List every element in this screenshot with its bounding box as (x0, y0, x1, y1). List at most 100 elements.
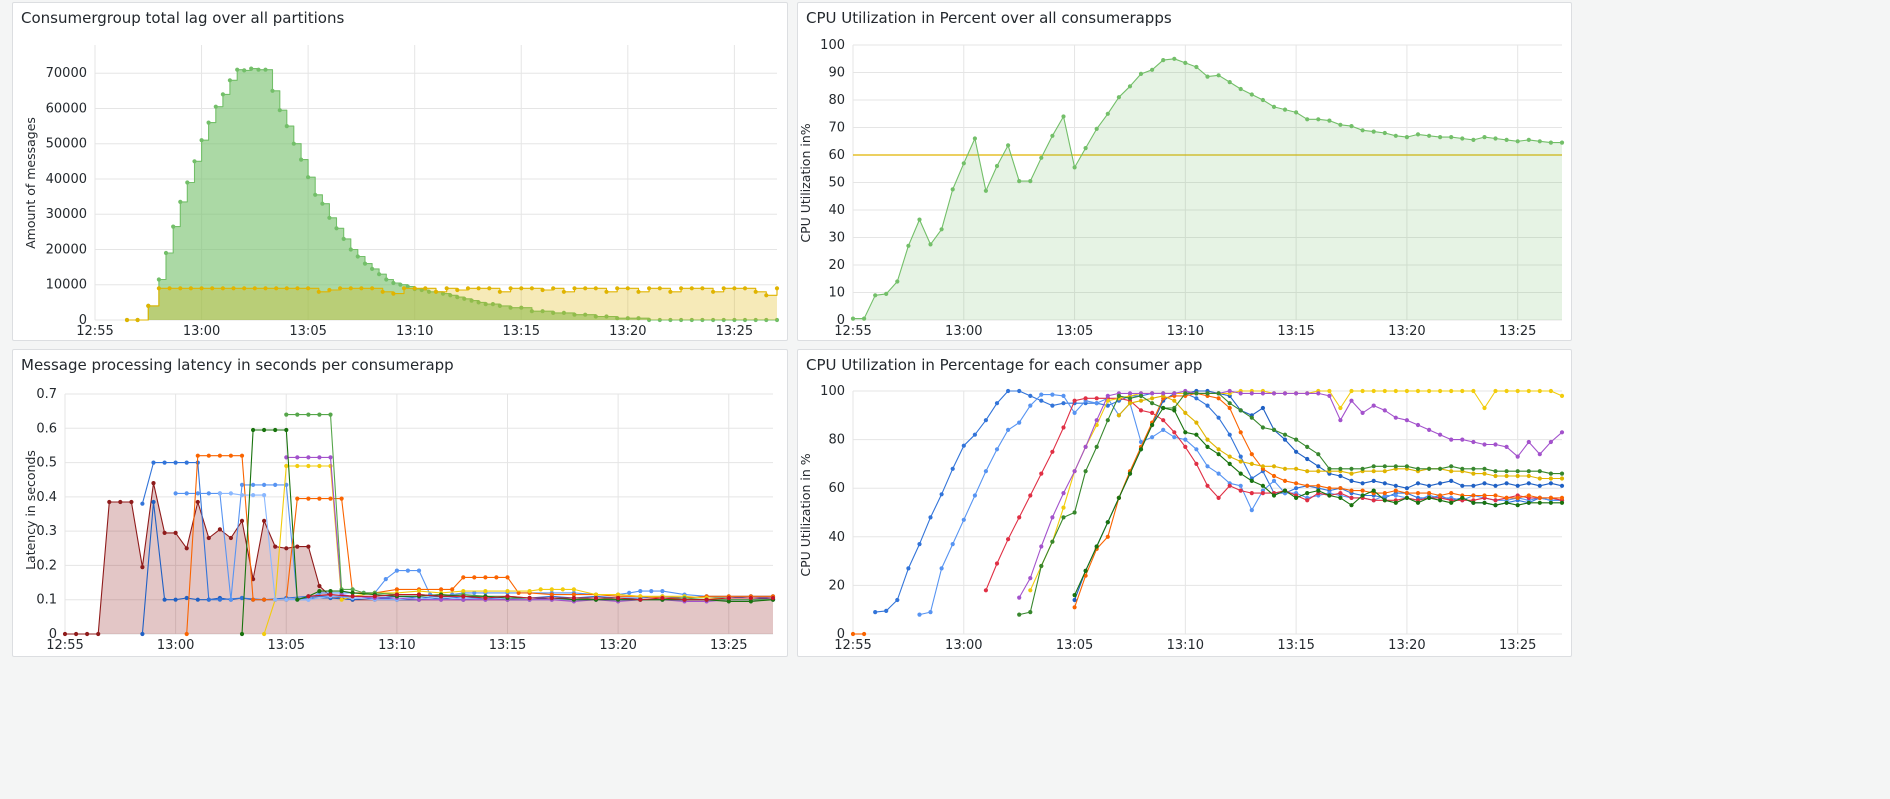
data-point (1460, 495, 1465, 500)
data-point (327, 287, 332, 293)
data-point (1460, 136, 1465, 141)
data-point (320, 201, 325, 206)
data-point (1427, 133, 1432, 138)
panel-title[interactable]: Consumergroup total lag over all partiti… (21, 9, 345, 27)
data-point (185, 180, 190, 185)
data-point (1072, 593, 1077, 598)
data-point (1161, 427, 1166, 432)
data-point (1050, 539, 1055, 544)
data-point (1482, 405, 1487, 411)
data-point (1537, 469, 1542, 474)
data-point (1305, 498, 1310, 503)
data-point (1515, 483, 1520, 488)
data-point (1183, 410, 1188, 415)
data-point (1072, 605, 1077, 610)
data-point (1282, 478, 1288, 483)
data-point (1493, 483, 1498, 488)
data-point (348, 247, 353, 252)
data-point (917, 217, 922, 222)
data-point (950, 542, 955, 547)
data-point (593, 592, 599, 597)
data-point (1105, 111, 1110, 116)
data-point (1183, 430, 1188, 435)
data-point (1238, 86, 1243, 92)
data-point (263, 286, 268, 291)
data-point (394, 568, 399, 573)
panel-title[interactable]: Message processing latency in seconds pe… (21, 356, 454, 374)
data-point (1172, 398, 1177, 403)
data-point (1205, 437, 1210, 442)
x-tick-label: 13:25 (710, 638, 747, 653)
data-point (1271, 391, 1277, 396)
data-point (1072, 165, 1077, 170)
data-point (173, 491, 178, 496)
data-point (295, 463, 300, 469)
data-point (1094, 444, 1099, 449)
data-point (162, 460, 167, 465)
data-point (327, 215, 332, 220)
data-point (1415, 500, 1421, 505)
data-point (1061, 425, 1066, 430)
data-point (906, 566, 911, 571)
data-point (1493, 503, 1498, 508)
data-point (328, 496, 333, 501)
series-area-fill (127, 288, 777, 320)
data-point (928, 610, 933, 615)
data-point (1338, 466, 1343, 471)
x-tick-label: 13:25 (1499, 324, 1536, 339)
data-point (1072, 510, 1077, 515)
data-point (1294, 110, 1299, 115)
data-point (1559, 495, 1565, 500)
data-point (1238, 391, 1243, 396)
data-point (1249, 92, 1254, 97)
data-point (295, 455, 300, 460)
data-point (1427, 483, 1432, 488)
data-point (972, 136, 977, 141)
data-point (1349, 503, 1354, 508)
data-point (328, 455, 333, 460)
data-point (1559, 483, 1565, 488)
data-point (306, 412, 311, 417)
data-point (1360, 388, 1365, 394)
data-point (472, 590, 477, 595)
data-point (551, 310, 556, 315)
data-point (939, 492, 944, 497)
data-point (416, 568, 422, 573)
x-tick-label: 13:05 (1056, 324, 1093, 339)
data-point (1349, 466, 1354, 471)
data-point (961, 517, 966, 522)
data-point (362, 261, 368, 266)
series-line (875, 390, 1562, 613)
data-point (1371, 403, 1376, 408)
data-point (1438, 388, 1443, 394)
data-point (213, 104, 218, 109)
series-line (1019, 392, 1562, 616)
x-tick-label: 13:15 (489, 638, 526, 653)
data-point (461, 594, 466, 599)
data-point (850, 631, 856, 637)
data-point (1028, 179, 1033, 184)
latency-panel: Message processing latency in seconds pe… (12, 349, 788, 657)
data-point (433, 289, 439, 294)
data-point (994, 447, 1000, 452)
data-point (270, 88, 275, 93)
data-point (1105, 534, 1110, 539)
panel-title[interactable]: CPU Utilization in Percentage for each c… (806, 356, 1203, 374)
data-point (273, 597, 278, 602)
data-point (748, 599, 754, 604)
data-point (1094, 401, 1099, 406)
data-point (1050, 133, 1055, 138)
data-point (1504, 481, 1509, 486)
data-point (1294, 495, 1299, 500)
y-tick-label: 20 (828, 258, 845, 273)
data-point (1227, 483, 1232, 488)
lag-chart: 0 10000 20000 30000 40000 50000 60000 70000 12:5… (23, 45, 780, 339)
data-point (1559, 476, 1565, 481)
data-point (124, 317, 130, 323)
data-point (572, 286, 577, 291)
data-point (1061, 491, 1066, 496)
data-point (1216, 447, 1221, 452)
panel-title[interactable]: CPU Utilization in Percent over all cons… (806, 9, 1172, 27)
data-point (239, 631, 245, 637)
y-tick-label: 0.1 (36, 593, 57, 608)
